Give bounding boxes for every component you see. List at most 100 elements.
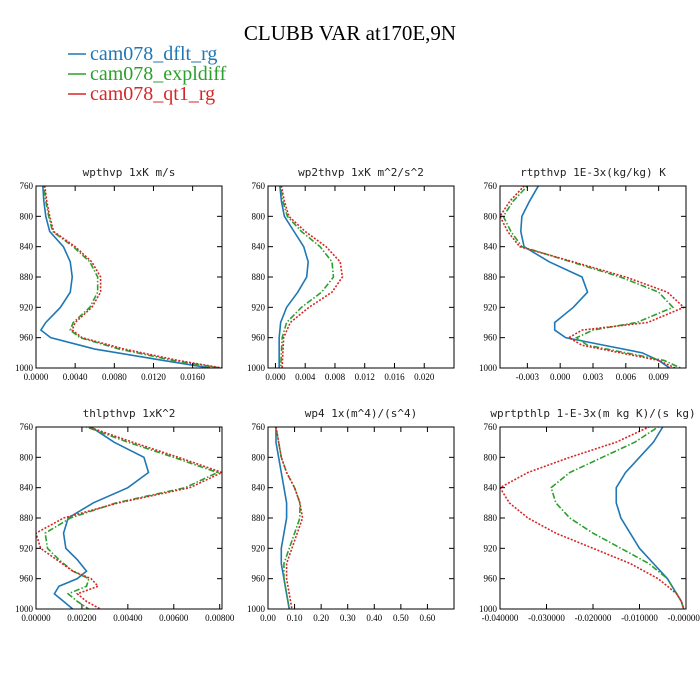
series-line-cam078_qt1_rg: [36, 427, 222, 609]
y-tick-label: 840: [20, 483, 34, 493]
series-line-cam078_dflt_rg: [275, 427, 291, 609]
y-tick-label: 1000: [15, 604, 34, 614]
y-tick-label: 800: [252, 211, 266, 221]
x-tick-label: 0.008: [325, 372, 346, 382]
y-tick-label: 760: [20, 422, 34, 432]
y-tick-label: 840: [20, 242, 34, 252]
series-line-cam078_qt1_rg: [275, 427, 304, 609]
y-tick-label: 920: [252, 302, 266, 312]
x-tick-label: 0.00400: [113, 613, 143, 623]
chart-panel-5: wp4 1x(m^4)/(s^4)76080084088092096010000…: [247, 407, 455, 623]
x-tick-label: 0.20: [313, 613, 329, 623]
x-tick-label: 0.016: [384, 372, 405, 382]
y-tick-label: 920: [252, 543, 266, 553]
x-tick-label: 0.00600: [159, 613, 189, 623]
series-line-cam078_dflt_rg: [615, 427, 685, 609]
y-tick-label: 880: [252, 513, 266, 523]
y-tick-label: 1000: [15, 363, 34, 373]
x-tick-label: 0.000: [550, 372, 571, 382]
x-tick-label: 0.000: [265, 372, 286, 382]
panel-title: wprtpthlp 1-E-3x(m kg K)/(s kg): [490, 407, 695, 420]
series-line-cam078_expldiff: [275, 427, 301, 609]
x-tick-label: 0.0000: [24, 372, 49, 382]
y-tick-label: 840: [252, 242, 266, 252]
y-tick-label: 1000: [247, 363, 266, 373]
y-tick-label: 960: [252, 333, 266, 343]
x-tick-label: 0.0040: [63, 372, 88, 382]
series-line-cam078_dflt_rg: [519, 186, 671, 368]
x-tick-label: 0.0160: [180, 372, 205, 382]
y-tick-label: 1000: [479, 604, 498, 614]
x-tick-label: 0.020: [414, 372, 435, 382]
y-tick-label: 800: [20, 452, 34, 462]
y-tick-label: 800: [484, 452, 498, 462]
series-line-cam078_expldiff: [502, 186, 681, 368]
y-tick-label: 1000: [479, 363, 498, 373]
y-tick-label: 760: [20, 181, 34, 191]
x-tick-label: 0.10: [287, 613, 303, 623]
series-line-cam078_expldiff: [279, 186, 335, 368]
y-tick-label: 800: [20, 211, 34, 221]
chart-panel-6: wprtpthlp 1-E-3x(m kg K)/(s kg) 760 800 840…: [479, 407, 700, 623]
series-group: [278, 186, 344, 368]
y-tick-label: 840: [484, 483, 498, 493]
legend-label-cam078_expldiff: cam078_expldiff: [90, 63, 227, 85]
y-tick-label: 960: [484, 333, 498, 343]
x-tick-label: 0.0080: [102, 372, 127, 382]
y-tick-label: 840: [484, 242, 498, 252]
figure-title: CLUBB VAR at170E,9N: [244, 21, 456, 45]
x-tick-label: -0.020000: [575, 613, 612, 623]
series-line-cam078_dflt_rg: [39, 186, 211, 368]
x-tick-label: 0.40: [366, 613, 382, 623]
x-tick-label: -0.003: [516, 372, 540, 382]
series-line-cam078_dflt_rg: [278, 186, 309, 368]
y-tick-label: 880: [20, 272, 34, 282]
y-tick-label: 880: [484, 513, 498, 523]
series-line-cam078_expldiff: [44, 427, 220, 609]
y-tick-label: 880: [252, 272, 266, 282]
panel-title: thlpthvp 1xK^2: [83, 407, 176, 420]
x-tick-label: -0.040000: [482, 613, 519, 623]
plot-frame: [499, 426, 687, 610]
x-tick-label: 0.00000: [21, 613, 51, 623]
series-line-cam078_qt1_rg: [500, 186, 686, 368]
x-tick-label: -0.010000: [621, 613, 658, 623]
y-tick-label: 960: [20, 574, 34, 584]
x-tick-label: 0.30: [340, 613, 356, 623]
x-tick-label: 0.50: [393, 613, 409, 623]
series-line-cam078_expldiff: [43, 186, 221, 368]
y-tick-label: 1000: [247, 604, 266, 614]
plot-frame: [267, 185, 455, 369]
y-tick-label: 920: [20, 302, 34, 312]
series-line-cam078_qt1_rg: [44, 186, 222, 368]
x-tick-label: 0.00800: [205, 613, 235, 623]
panel-title: rtpthvp 1E-3x(kg/kg) K: [520, 166, 666, 179]
x-tick-label: -0.030000: [528, 613, 565, 623]
series-line-cam078_qt1_rg: [280, 186, 344, 368]
legend-label-cam078_qt1_rg: cam078_qt1_rg: [90, 83, 215, 105]
chart-panel-4: thlpthvp 1xK^276080084088092096010000.00…: [15, 407, 235, 623]
x-tick-label: 0.00200: [67, 613, 97, 623]
series-line-cam078_dflt_rg: [53, 427, 150, 609]
legend: cam078_dflt_rgcam078_expldiffcam078_qt1_…: [68, 43, 227, 105]
y-tick-label: 960: [20, 333, 34, 343]
plot-frame: [267, 426, 455, 610]
y-tick-label: 760: [484, 422, 498, 432]
y-tick-label: 880: [20, 513, 34, 523]
panel-title: wp2thvp 1xK m^2/s^2: [298, 166, 424, 179]
y-tick-label: 880: [484, 272, 498, 282]
x-tick-label: 0.00: [260, 613, 276, 623]
y-tick-label: 840: [252, 483, 266, 493]
y-tick-label: 760: [252, 181, 266, 191]
series-group: [275, 427, 304, 609]
series-line-cam078_expldiff: [550, 427, 685, 609]
series-group: [500, 186, 686, 368]
panels: wpthvp 1xK m/s76080084088092096010000.00…: [15, 166, 700, 623]
y-tick-label: 920: [20, 543, 34, 553]
series-group: [39, 186, 222, 368]
chart-panel-2: wp2thvp 1xK m^2/s^2 760 800 840 880 920 960 100…: [247, 166, 455, 382]
panel-title: wp4 1x(m^4)/(s^4): [305, 407, 418, 420]
y-tick-label: 960: [252, 574, 266, 584]
y-tick-label: 960: [484, 574, 498, 584]
